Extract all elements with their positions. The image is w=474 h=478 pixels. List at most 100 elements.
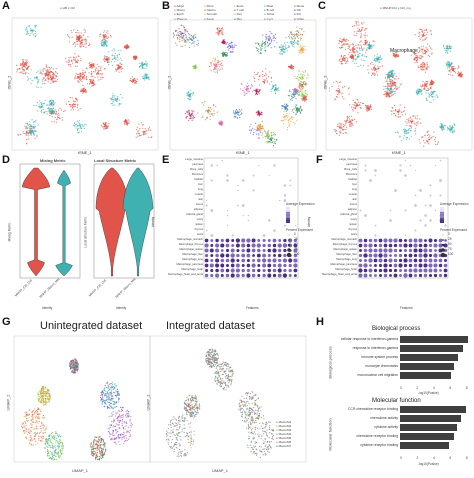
tsne-point: [258, 90, 260, 92]
tsne-point: [90, 79, 92, 81]
dot-plot-dot: [283, 238, 287, 243]
tsne-point: [116, 96, 119, 98]
dot-plot-dot: [293, 248, 298, 253]
tsne-point: [416, 122, 418, 124]
tsne-point: [32, 130, 34, 132]
tsne-point: [402, 128, 404, 130]
tsne-point: [282, 49, 284, 51]
tsne-point: [340, 41, 343, 43]
tsne-point: [442, 46, 444, 48]
tsne-point: [113, 48, 115, 50]
legend-b-item: ● Kerat: [204, 16, 214, 21]
tsne-point: [206, 109, 208, 111]
tsne-point: [244, 87, 246, 89]
dot-plot-dot: [225, 263, 230, 268]
tsne-point: [431, 79, 433, 81]
tsne-point: [448, 128, 450, 130]
violin-left-xlabel: Identity: [42, 306, 53, 310]
tsne-point: [77, 127, 79, 130]
tsne-point: [51, 75, 53, 77]
tsne-point: [251, 129, 253, 131]
tsne-point: [264, 43, 266, 45]
tsne-point: [97, 72, 99, 74]
legend-b-item: ● Endo: [234, 4, 244, 8]
tsne-point: [449, 126, 451, 128]
tsne-point: [379, 59, 381, 61]
tsne-point: [224, 51, 226, 53]
tsne-point: [434, 137, 436, 139]
tsne-point: [212, 69, 215, 71]
tsne-point: [118, 105, 120, 107]
tsne-point: [82, 69, 84, 71]
tsne-point: [102, 34, 104, 36]
tsne-point: [49, 100, 51, 102]
tsne-point: [358, 103, 361, 105]
tsne-point: [437, 142, 439, 144]
tsne-point: [226, 42, 228, 44]
dot-plot-dot: [246, 238, 251, 243]
tsne-point: [389, 78, 391, 80]
tsne-point: [336, 125, 338, 127]
tsne-point: [286, 112, 288, 115]
tsne-point: [146, 130, 148, 132]
legend-b-item: ● Epith: [174, 12, 184, 17]
dot-plot-dot: [293, 243, 298, 248]
tsne-point: [296, 106, 298, 109]
tsne-point: [27, 33, 29, 35]
tsne-point: [295, 77, 297, 79]
tsne-point: [294, 75, 296, 78]
tsne-point: [292, 121, 295, 123]
tsne-point: [257, 110, 259, 112]
tsne-point: [81, 90, 83, 92]
dot-plot-dot: [262, 243, 266, 248]
tsne-point: [456, 72, 458, 74]
tsne-point: [38, 79, 40, 81]
tsne-point: [301, 96, 303, 98]
tsne-point: [342, 92, 344, 94]
tsne-point: [411, 120, 413, 122]
tsne-point: [393, 84, 395, 86]
tsne-point: [445, 63, 448, 65]
tsne-point: [303, 97, 305, 99]
tsne-point: [276, 138, 278, 140]
tsne-point: [447, 61, 449, 63]
tsne-point: [220, 122, 222, 124]
tsne-point: [340, 93, 342, 95]
tsne-point: [298, 46, 300, 48]
tsne-point: [53, 101, 55, 103]
tsne-point: [117, 65, 119, 68]
tsne-point: [301, 28, 303, 31]
tsne-point: [87, 83, 89, 85]
dot-plot-dot: [241, 248, 245, 253]
tsne-point: [376, 56, 378, 58]
tsne-point: [341, 124, 343, 126]
tsne-point: [418, 57, 420, 59]
tsne-point: [453, 129, 455, 131]
dot-plot-dot: [237, 204, 239, 207]
tsne-point: [291, 66, 293, 68]
tsne-point: [293, 38, 295, 40]
tsne-point: [71, 31, 73, 33]
tsne-point: [426, 68, 428, 70]
tsne-point: [444, 47, 446, 49]
tsne-point: [298, 34, 300, 36]
dot-plot-dot: [257, 248, 261, 253]
tsne-point: [340, 132, 342, 134]
tsne-point: [274, 84, 276, 87]
tsne-point: [61, 109, 63, 111]
tsne-point: [214, 57, 216, 59]
tsne-point: [405, 136, 407, 138]
dot-plot-dot: [241, 253, 246, 258]
tsne-point: [216, 68, 218, 71]
tsne-point: [271, 142, 273, 144]
tsne-point: [433, 99, 435, 101]
tsne-point: [22, 60, 24, 62]
tsne-point: [293, 46, 295, 48]
tsne-point: [376, 68, 378, 70]
tsne-point: [424, 71, 427, 73]
tsne-point: [279, 51, 281, 53]
tsne-point: [94, 76, 96, 78]
tsne-point: [50, 82, 52, 84]
tsne-point: [346, 38, 348, 40]
tsne-point: [350, 122, 352, 124]
